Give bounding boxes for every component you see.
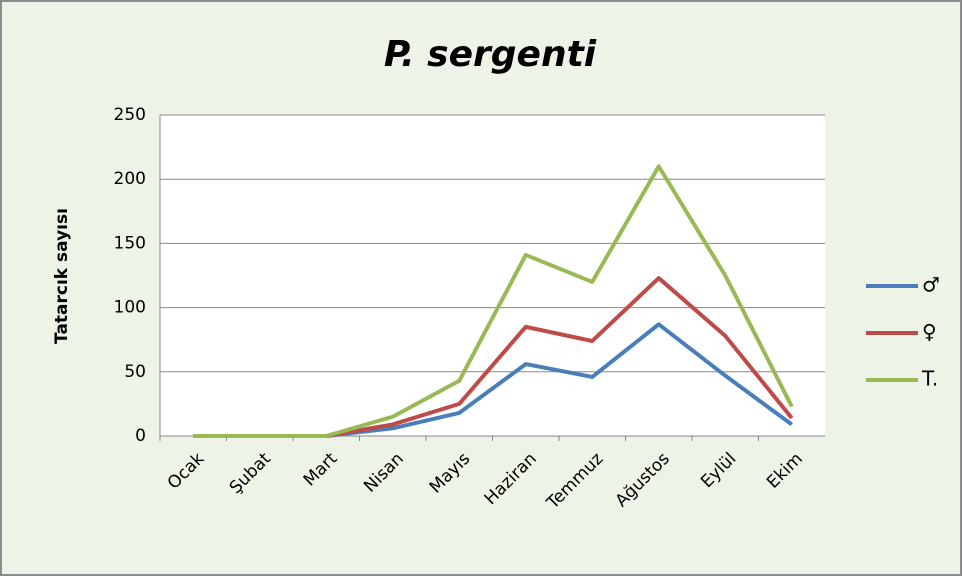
data-line [193, 164, 794, 438]
y-tick-label: 100 [114, 298, 146, 318]
y-tick-label: 200 [114, 169, 146, 189]
y-tick-label: 250 [114, 105, 146, 125]
y-axis-label: Tatarcık sayısı [52, 208, 72, 344]
legend-label: ♂ [922, 273, 940, 297]
plot-area [160, 115, 825, 436]
chart-title: P. sergenti [384, 34, 597, 75]
y-tick-label: 50 [124, 362, 146, 382]
legend-label: T. [921, 367, 938, 391]
y-tick-label: 0 [135, 426, 146, 446]
y-tick-label: 150 [114, 233, 146, 253]
legend-label: ♀ [922, 320, 937, 344]
